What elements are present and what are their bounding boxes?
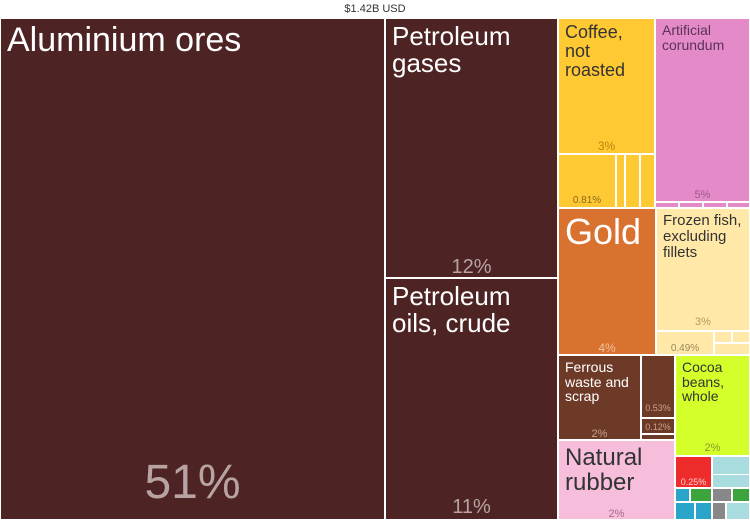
tile-label: Petroleum gases <box>392 21 511 79</box>
treemap-small-tile <box>640 154 655 208</box>
tile-label: Petroleum oils, crude <box>392 281 511 339</box>
tile-label: Cocoa beans, whole <box>682 359 725 405</box>
treemap-tile: Frozen fish, excluding fillets 3% <box>656 208 750 331</box>
treemap-tile: 0.53% <box>641 355 675 418</box>
tile-share: 2% <box>704 442 721 454</box>
treemap-tile: Artificial corundum 5% <box>655 18 750 202</box>
tile-label: Frozen fish, excluding fillets <box>663 212 742 261</box>
tile-share: 3% <box>597 139 616 153</box>
treemap-small-tile <box>641 434 675 440</box>
tile-label: Artificial corundum <box>662 22 725 53</box>
treemap-small-tile <box>732 488 750 502</box>
treemap-small-tile <box>675 502 695 520</box>
total-trade-value: $1.42B USD <box>344 3 406 15</box>
tile-label: Natural rubber <box>565 444 643 497</box>
treemap-tile: Aluminium ores 51% <box>0 18 385 520</box>
tile-label: Ferrous waste and scrap <box>565 359 629 405</box>
treemap-small-tile <box>712 488 732 502</box>
treemap-small-tile <box>655 202 679 208</box>
tile-label: Gold <box>565 211 642 252</box>
treemap-tile: Ferrous waste and scrap 2% <box>558 355 641 440</box>
treemap-tile: Gold 4% <box>558 208 656 355</box>
treemap-small-tile <box>675 488 690 502</box>
treemap-tile: Cocoa beans, whole 2% <box>675 355 750 456</box>
treemap-tile: 0.81% <box>558 154 616 208</box>
tile-share: 2% <box>591 428 608 440</box>
tile-share: 11% <box>452 496 491 518</box>
treemap-small-tile <box>727 202 750 208</box>
treemap-small-tile <box>712 474 750 488</box>
treemap-tile: Natural rubber 2% <box>558 440 675 520</box>
tile-label: Aluminium ores <box>7 21 242 59</box>
tile-share: 51% <box>144 456 241 509</box>
tile-share: 2% <box>608 508 625 520</box>
tile-share: 0.12% <box>645 422 671 432</box>
treemap-small-tile <box>712 502 726 520</box>
tile-share: 5% <box>694 189 711 201</box>
tile-label: Coffee, not roasted <box>565 22 626 80</box>
treemap-tile: 0.12% <box>641 418 675 434</box>
tile-share: 12% <box>451 256 492 278</box>
treemap-small-tile <box>616 154 625 208</box>
treemap-small-tile <box>714 331 732 343</box>
treemap-tile: Petroleum oils, crude 11% <box>385 278 558 520</box>
treemap-small-tile <box>726 502 750 520</box>
treemap-small-tile <box>703 202 727 208</box>
treemap-tile: Coffee, not roasted 3% <box>558 18 655 154</box>
treemap-tile: 0.49% <box>656 331 714 355</box>
treemap-tile: Petroleum gases 12% <box>385 18 558 278</box>
tile-share: 0.25% <box>680 477 707 487</box>
tile-share: 4% <box>598 341 616 355</box>
tile-share: 0.81% <box>572 195 602 206</box>
treemap-small-tile <box>714 343 750 355</box>
treemap-small-tile <box>732 331 750 343</box>
tile-share: 3% <box>695 316 711 328</box>
treemap-tile: 0.25% <box>675 456 712 488</box>
treemap-small-tile <box>625 154 640 208</box>
product-treemap: Aluminium ores 51% Petroleum gases 12% Petro… <box>0 18 750 520</box>
treemap-small-tile <box>695 502 712 520</box>
tile-share: 0.53% <box>645 403 671 413</box>
tile-share: 0.49% <box>670 343 700 354</box>
treemap-small-tile <box>690 488 712 502</box>
treemap-small-tile <box>679 202 703 208</box>
